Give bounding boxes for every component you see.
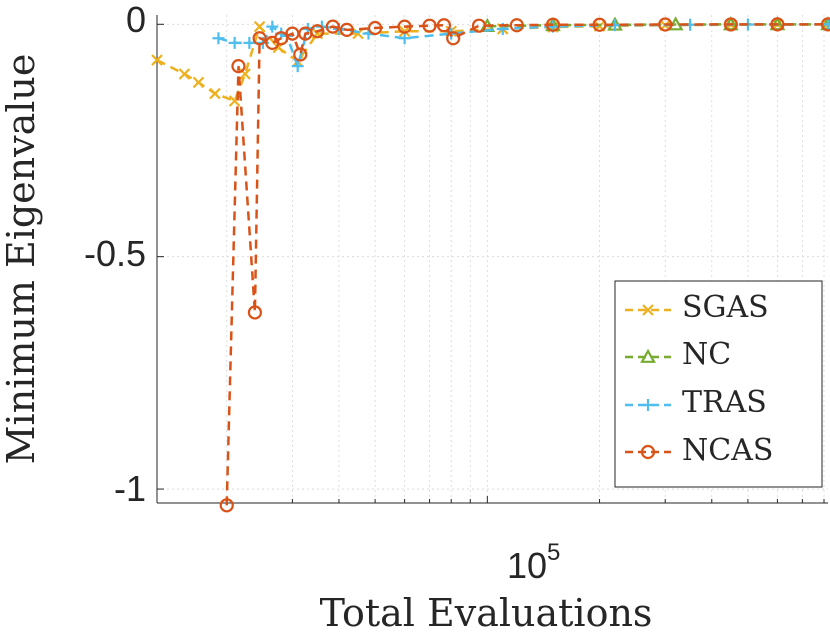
marker-shape bbox=[247, 305, 263, 320]
series-ncas bbox=[219, 17, 830, 513]
data-point-ncas bbox=[471, 18, 487, 33]
data-point-tras bbox=[228, 36, 241, 49]
series-layer bbox=[151, 16, 830, 513]
data-point-sgas bbox=[178, 68, 191, 80]
data-point-ncas bbox=[293, 47, 308, 62]
data-point-ncas bbox=[247, 305, 263, 320]
marker-shape bbox=[446, 31, 461, 46]
y-tick-label: -0.5 bbox=[84, 233, 146, 274]
data-point-tras bbox=[243, 36, 256, 49]
marker-shape bbox=[509, 18, 524, 33]
series-line-ncas bbox=[225, 23, 829, 506]
data-point-tras bbox=[398, 32, 411, 45]
data-point-sgas bbox=[151, 54, 163, 66]
data-point-ncas bbox=[509, 18, 524, 33]
marker-shape bbox=[339, 22, 354, 37]
data-point-sgas bbox=[253, 20, 266, 33]
marker-shape bbox=[325, 19, 340, 34]
marker-shape bbox=[770, 17, 785, 32]
legend-marker-sgas bbox=[642, 304, 654, 316]
x-tick-base: 10 bbox=[507, 545, 547, 586]
marker-stroke bbox=[352, 27, 364, 40]
data-point-ncas bbox=[252, 31, 267, 46]
marker-shape bbox=[658, 17, 673, 32]
marker-shape bbox=[368, 20, 383, 36]
marker-shape bbox=[471, 18, 487, 33]
data-point-sgas bbox=[192, 76, 205, 89]
legend: SGAS NC TRAS NCAS bbox=[614, 280, 823, 488]
legend-marker-ncas bbox=[640, 444, 656, 460]
marker-shape bbox=[231, 59, 246, 74]
data-point-ncas bbox=[339, 22, 354, 37]
legend-marker-tras bbox=[642, 399, 654, 411]
x-tick-label: 105 bbox=[507, 539, 560, 586]
data-point-ncas bbox=[231, 59, 246, 74]
marker-shape bbox=[436, 18, 452, 33]
legend-box bbox=[614, 280, 823, 488]
marker-stroke bbox=[151, 54, 163, 66]
data-point-ncas bbox=[310, 24, 325, 39]
marker-shape bbox=[252, 31, 267, 46]
x-tick-exponent: 5 bbox=[547, 539, 560, 566]
data-point-ncas bbox=[325, 19, 340, 34]
marker-shape bbox=[310, 24, 325, 39]
data-point-ncas bbox=[368, 20, 383, 36]
marker-stroke bbox=[253, 20, 266, 33]
data-point-tras bbox=[266, 20, 279, 33]
legend-label-sgas: SGAS bbox=[682, 290, 769, 325]
legend-label-ncas: NCAS bbox=[682, 433, 773, 468]
data-point-ncas bbox=[436, 18, 452, 33]
marker-shape bbox=[723, 17, 738, 32]
data-point-ncas bbox=[723, 17, 738, 32]
data-point-ncas bbox=[219, 498, 234, 513]
marker-shape bbox=[397, 19, 412, 34]
y-tick-label: 0 bbox=[126, 0, 146, 40]
data-point-sgas bbox=[209, 87, 221, 100]
marker-shape bbox=[640, 348, 656, 363]
legend-label-nc: NC bbox=[682, 337, 731, 372]
legend-label-tras: TRAS bbox=[682, 385, 767, 420]
marker-shape bbox=[422, 18, 437, 33]
y-tick-label: -1 bbox=[114, 468, 146, 509]
axis-ticks bbox=[157, 23, 825, 503]
data-point-ncas bbox=[658, 17, 673, 32]
marker-stroke bbox=[209, 87, 221, 100]
data-point-ncas bbox=[446, 31, 461, 46]
legend-entries bbox=[625, 304, 671, 460]
data-point-tras bbox=[291, 60, 304, 73]
data-point-ncas bbox=[820, 17, 830, 32]
data-point-tras bbox=[212, 32, 225, 45]
legend-marker-nc bbox=[640, 348, 656, 363]
marker-stroke bbox=[239, 68, 251, 80]
y-axis-label: Minimum Eigenvalue bbox=[0, 54, 43, 465]
marker-stroke bbox=[178, 68, 191, 80]
marker-shape bbox=[592, 17, 607, 32]
marker-stroke bbox=[192, 76, 205, 89]
data-point-ncas bbox=[397, 19, 412, 34]
data-point-ncas bbox=[770, 17, 785, 32]
marker-shape bbox=[640, 444, 656, 460]
marker-shape bbox=[293, 47, 308, 62]
marker-shape bbox=[545, 17, 561, 32]
marker-shape bbox=[820, 17, 830, 32]
axis-box bbox=[156, 15, 828, 504]
data-point-ncas bbox=[592, 17, 607, 32]
data-point-tras bbox=[822, 18, 830, 31]
data-point-sgas bbox=[398, 25, 411, 38]
data-point-ncas bbox=[422, 18, 437, 33]
marker-stroke bbox=[642, 304, 654, 316]
marker-shape bbox=[219, 498, 234, 513]
data-point-ncas bbox=[545, 17, 561, 32]
x-axis-label: Total Evaluations bbox=[320, 591, 653, 635]
marker-stroke bbox=[398, 25, 411, 38]
